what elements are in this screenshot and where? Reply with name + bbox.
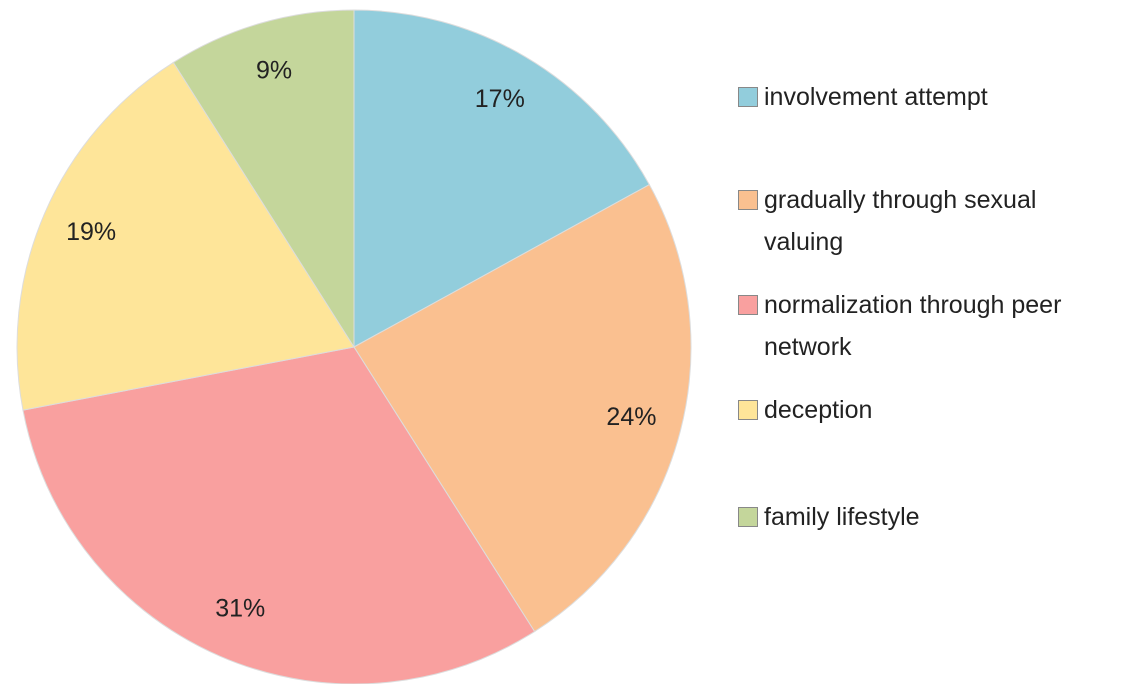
data-label: 17% [475,85,525,113]
legend-label: family lifestyle [764,503,920,531]
legend-item: involvement attempt [738,76,1114,118]
legend-item: deception [738,389,1114,431]
legend-swatch [738,87,758,107]
legend-label: involvement attempt [764,83,988,111]
legend-item: gradually through sexual valuing [738,179,1114,263]
pie-slice [353,9,650,348]
pie-slice [172,9,355,349]
pie-area: 17% 24% 31% 19% 9% [16,9,692,684]
legend-swatch [738,295,758,315]
data-label: 19% [66,218,116,246]
data-label: 31% [215,595,265,623]
legend-swatch [738,190,758,210]
legend-item: normalization through peer network [738,284,1114,368]
legend-label: gradually through sexual valuing [764,186,1037,256]
legend-swatch [738,507,758,527]
legend-label: deception [764,396,873,424]
data-label: 9% [256,57,292,85]
legend-item: family lifestyle [738,496,1114,538]
data-label: 24% [606,403,656,431]
pie-slice [16,61,355,411]
pie-slice [22,346,536,684]
legend-label: normalization through peer network [764,291,1062,361]
pie-slice [353,183,692,633]
legend-swatch [738,400,758,420]
